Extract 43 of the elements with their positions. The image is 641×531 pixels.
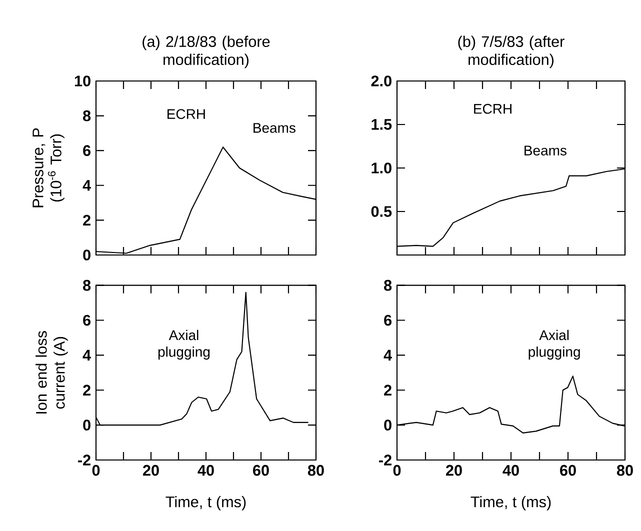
x-tick-label: 40 bbox=[502, 464, 519, 476]
y-tick-label: 4 bbox=[384, 350, 392, 360]
y-tick-label: 8 bbox=[384, 280, 392, 291]
annotation: Beams bbox=[524, 146, 566, 156]
y-tick-label: 2 bbox=[384, 384, 392, 396]
annotation: Axial plugging bbox=[528, 330, 580, 360]
x-tick-label: 20 bbox=[142, 464, 159, 476]
annotation: ECRH bbox=[474, 104, 512, 114]
y-tick-label: 0.5 bbox=[371, 206, 392, 217]
y-tick-label: 8 bbox=[83, 110, 91, 122]
y-tick-label: 6 bbox=[83, 314, 91, 326]
y-tick-label: 6 bbox=[83, 145, 91, 156]
x-tick-label: 0 bbox=[92, 464, 100, 476]
y-tick-label: 2 bbox=[83, 384, 90, 396]
chart-title: (b) 7/5/83 (after modification) bbox=[458, 36, 564, 68]
y-tick-label: 0 bbox=[83, 250, 90, 260]
y-tick-label: 4 bbox=[82, 350, 91, 360]
y-tick-label: 10 bbox=[74, 76, 90, 86]
y-tick-label: 2.0 bbox=[371, 76, 392, 86]
x-axis-title: Time, t (ms) bbox=[470, 496, 551, 510]
y-tick-label: -2 bbox=[78, 454, 90, 466]
y-tick-label: 4 bbox=[82, 180, 91, 191]
x-tick-label: 60 bbox=[253, 464, 269, 476]
y-axis-title: Ion end loss current (A) bbox=[36, 331, 68, 414]
x-tick-label: 20 bbox=[446, 464, 462, 476]
x-tick-label: 80 bbox=[616, 464, 633, 476]
y-tick-label: 8 bbox=[83, 280, 91, 291]
y-tick-label: 6 bbox=[384, 314, 392, 326]
x-tick-label: 80 bbox=[308, 464, 324, 476]
y-tick-label: 2 bbox=[83, 214, 90, 226]
y-tick-label: 0 bbox=[384, 420, 392, 430]
x-tick-label: 40 bbox=[198, 464, 214, 476]
x-tick-label: 60 bbox=[560, 464, 576, 476]
annotation: ECRH bbox=[168, 109, 205, 120]
y-tick-label: -2 bbox=[379, 454, 392, 466]
y-tick-label: 1.5 bbox=[372, 119, 392, 130]
x-axis-title: Time, t (ms) bbox=[166, 496, 246, 510]
annotation: Axial plugging bbox=[158, 330, 210, 360]
x-tick-label: 0 bbox=[393, 464, 401, 476]
annotation: Beams bbox=[254, 123, 296, 133]
y-tick-label: 0 bbox=[83, 420, 90, 430]
y-tick-label: 1.0 bbox=[372, 162, 392, 174]
chart-title: (a) 2/18/83 (before modification) bbox=[142, 36, 270, 68]
